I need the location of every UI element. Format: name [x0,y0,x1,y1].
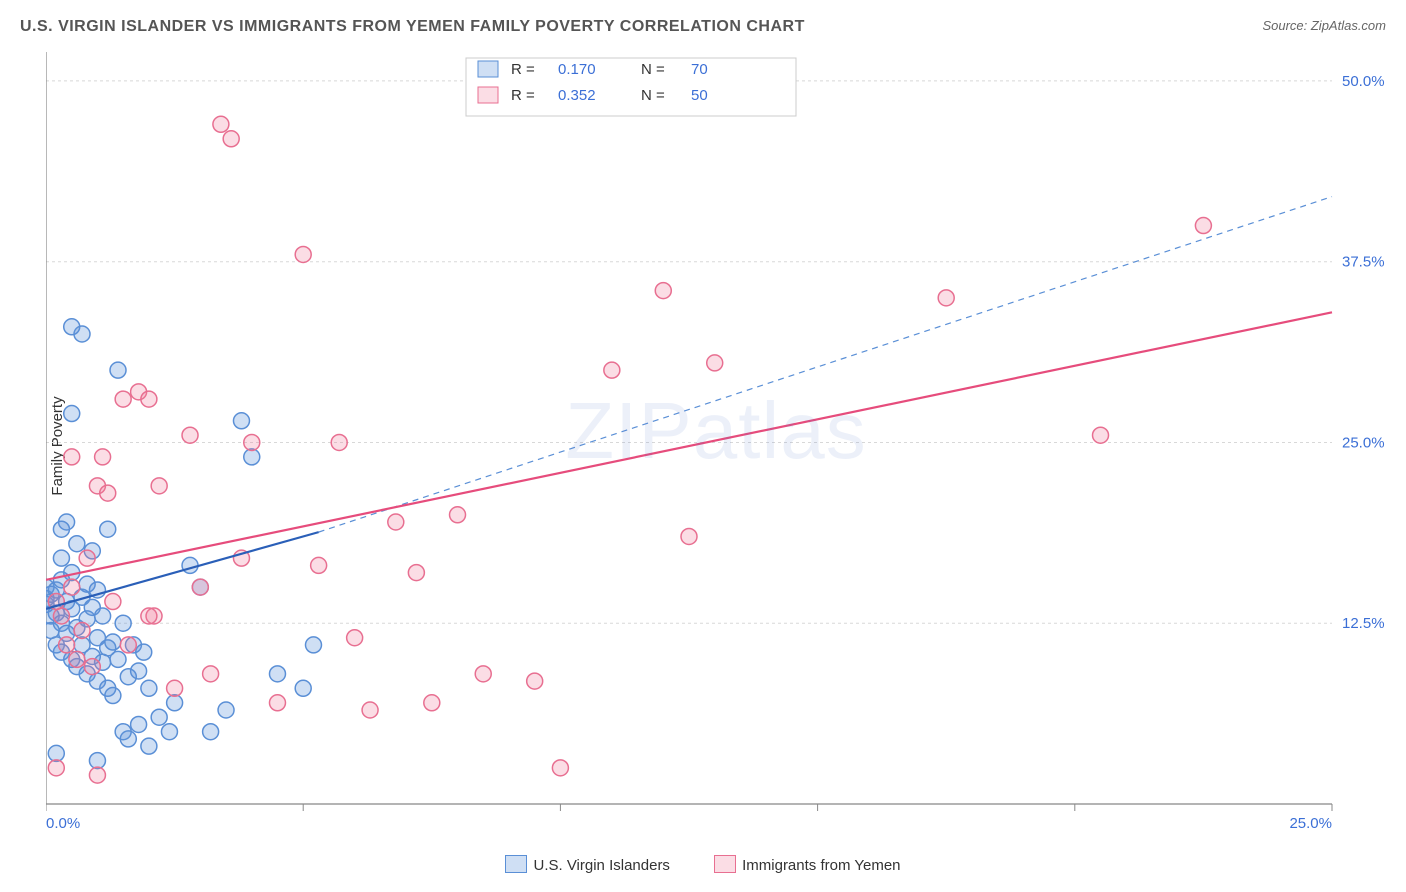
chart-area: 12.5% 25.0% 37.5% 50.0% 0.0% 25.0% R = 0.170 N =… [46,52,1386,842]
source-value: ZipAtlas.com [1311,18,1386,33]
legend-swatch-b [714,855,736,873]
svg-text:70: 70 [691,61,708,78]
svg-text:0.170: 0.170 [558,61,596,78]
svg-text:25.0%: 25.0% [1289,815,1332,832]
svg-text:0.352: 0.352 [558,87,596,104]
chart-header: U.S. VIRGIN ISLANDER VS IMMIGRANTS FROM … [20,18,1386,48]
svg-text:0.0%: 0.0% [46,815,80,832]
svg-text:12.5%: 12.5% [1342,615,1385,632]
bottom-legend: U.S. Virgin Islanders Immigrants from Ye… [0,855,1406,874]
svg-text:50.0%: 50.0% [1342,73,1385,90]
svg-text:50: 50 [691,87,708,104]
svg-text:25.0%: 25.0% [1342,434,1385,451]
svg-text:R =: R = [511,87,535,104]
legend-item-series-a: U.S. Virgin Islanders [505,855,669,874]
scatter-plot-svg: 12.5% 25.0% 37.5% 50.0% 0.0% 25.0% R = 0.170 N =… [46,52,1386,842]
chart-title: U.S. VIRGIN ISLANDER VS IMMIGRANTS FROM … [20,18,805,35]
legend-label-b: Immigrants from Yemen [742,857,900,874]
svg-text:N =: N = [641,61,665,78]
source-label: Source: [1262,18,1310,33]
svg-text:R =: R = [511,61,535,78]
svg-text:37.5%: 37.5% [1342,254,1385,271]
legend-label-a: U.S. Virgin Islanders [533,857,669,874]
svg-text:N =: N = [641,87,665,104]
legend-item-series-b: Immigrants from Yemen [714,855,900,874]
legend-swatch-a [505,855,527,873]
source-attribution: Source: ZipAtlas.com [1262,18,1386,33]
